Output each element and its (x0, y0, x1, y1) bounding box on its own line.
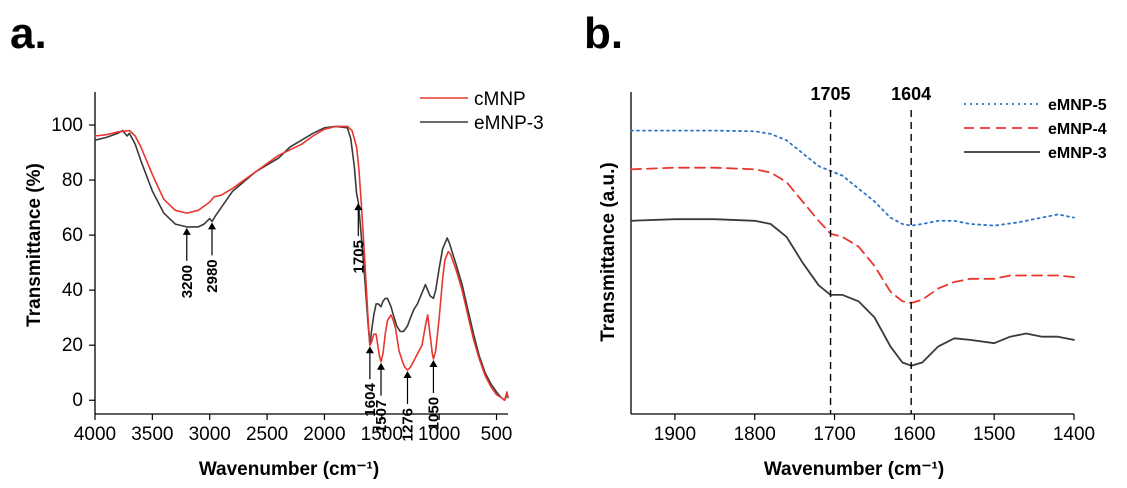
panel-a-annotation-label: 1276 (400, 408, 417, 441)
panel-b-legend-label: eMNP-4 (1048, 121, 1107, 138)
panel-a-y-axis-title: Transmittance (%) (24, 163, 45, 327)
panel-a-annotation-label: 1705 (350, 240, 367, 273)
panel-b-legend: eMNP-5 eMNP-4 eMNP-3 (964, 97, 1107, 162)
panel-a-annotation-arrowhead (403, 370, 412, 378)
panel-a-series-group (94, 125, 509, 401)
panel-b-legend-label: eMNP-5 (1048, 97, 1107, 114)
panel-a-annotation-arrowhead (182, 227, 191, 235)
panel-a-legend: cMNP eMNP-3 (420, 89, 544, 134)
panel-b-legend-label: eMNP-3 (1048, 145, 1107, 162)
panel-a-series-line-emnp-3 (94, 125, 509, 401)
panel-b-axes: 1900 1800 1700 1600 1500 1400 (630, 92, 1095, 445)
panel-a-annotation-arrowhead (429, 359, 438, 367)
panel-b-x-tick-label: 1600 (893, 424, 935, 445)
panel-b-marker-label: 1705 (811, 84, 851, 104)
panel-a-y-tick-label: 60 (62, 225, 83, 246)
panel-a-x-tick-label: 2000 (303, 424, 345, 445)
panel-a-annotation-label: 3200 (179, 265, 196, 298)
panel-b-x-tick-label: 1800 (734, 424, 776, 445)
panel-b-series-line-emnp-5 (630, 129, 1075, 227)
panel-a-legend-label: eMNP-3 (474, 113, 544, 134)
panel-b-x-axis-title: Wavenumber (cm⁻¹) (764, 459, 944, 480)
panel-a-annotation-label: 1507 (373, 400, 390, 433)
panel-a-y-tick-label: 100 (51, 115, 83, 136)
panel-a-annotation-label: 1604 (362, 383, 379, 417)
panel-a-y-tick-label: 0 (72, 390, 83, 411)
panel-b-x-tick-label: 1900 (654, 424, 696, 445)
panel-b-chart: 1900 1800 1700 1600 1500 1400 1705 1604 eMNP-5… (630, 84, 1107, 445)
panel-a-annotation-label: 2980 (204, 259, 221, 292)
panel-a-annotation-arrowhead (208, 222, 217, 230)
panel-b-series-line-emnp-4 (630, 166, 1075, 304)
panel-a-y-tick-label: 80 (62, 170, 83, 191)
panel-a-x-tick-label: 4000 (74, 424, 116, 445)
panel-a-x-tick-label: 2500 (246, 424, 288, 445)
panel-b-x-tick-label: 1700 (813, 424, 855, 445)
panel-a-series-line-cmnp (94, 125, 509, 401)
panel-a-y-tick-label: 40 (62, 280, 83, 301)
panel-a-annotation-arrowhead (365, 346, 374, 354)
panel-b-x-tick-label: 1500 (973, 424, 1015, 445)
panel-b-series-group (630, 129, 1075, 367)
panel-a-x-tick-label: 3500 (131, 424, 173, 445)
panel-a-axes: 4000 3500 3000 2500 2000 1500 1000 500 0 20 40 60 80… (51, 92, 512, 445)
panel-a-x-tick-label: 1000 (418, 424, 460, 445)
panel-b-label: b. (584, 9, 623, 58)
panel-a-y-tick-label: 20 (62, 335, 83, 356)
panel-a-x-tick-label: 500 (481, 424, 513, 445)
panel-a-annotation-arrowhead (354, 203, 363, 211)
panel-a-annotation-label: 1050 (425, 397, 442, 430)
panel-b-marker-label: 1604 (891, 84, 931, 104)
panel-a-chart: 4000 3500 3000 2500 2000 1500 1000 500 0 20 40 60 80… (51, 89, 543, 445)
panel-a-x-axis-title: Wavenumber (cm⁻¹) (199, 459, 379, 480)
panel-b-x-tick-label: 1400 (1053, 424, 1095, 445)
panel-a-x-tick-label: 1500 (361, 424, 403, 445)
panel-a-label: a. (10, 9, 47, 58)
panel-a-annotation-arrowhead (377, 362, 386, 370)
panel-a-legend-label: cMNP (474, 89, 526, 110)
panel-b-markers: 1705 1604 (811, 84, 931, 414)
panel-b-y-axis-title: Transmittance (a.u.) (598, 162, 619, 342)
panel-a-x-tick-label: 3000 (189, 424, 231, 445)
panel-b-series-line-emnp-3 (630, 218, 1075, 367)
